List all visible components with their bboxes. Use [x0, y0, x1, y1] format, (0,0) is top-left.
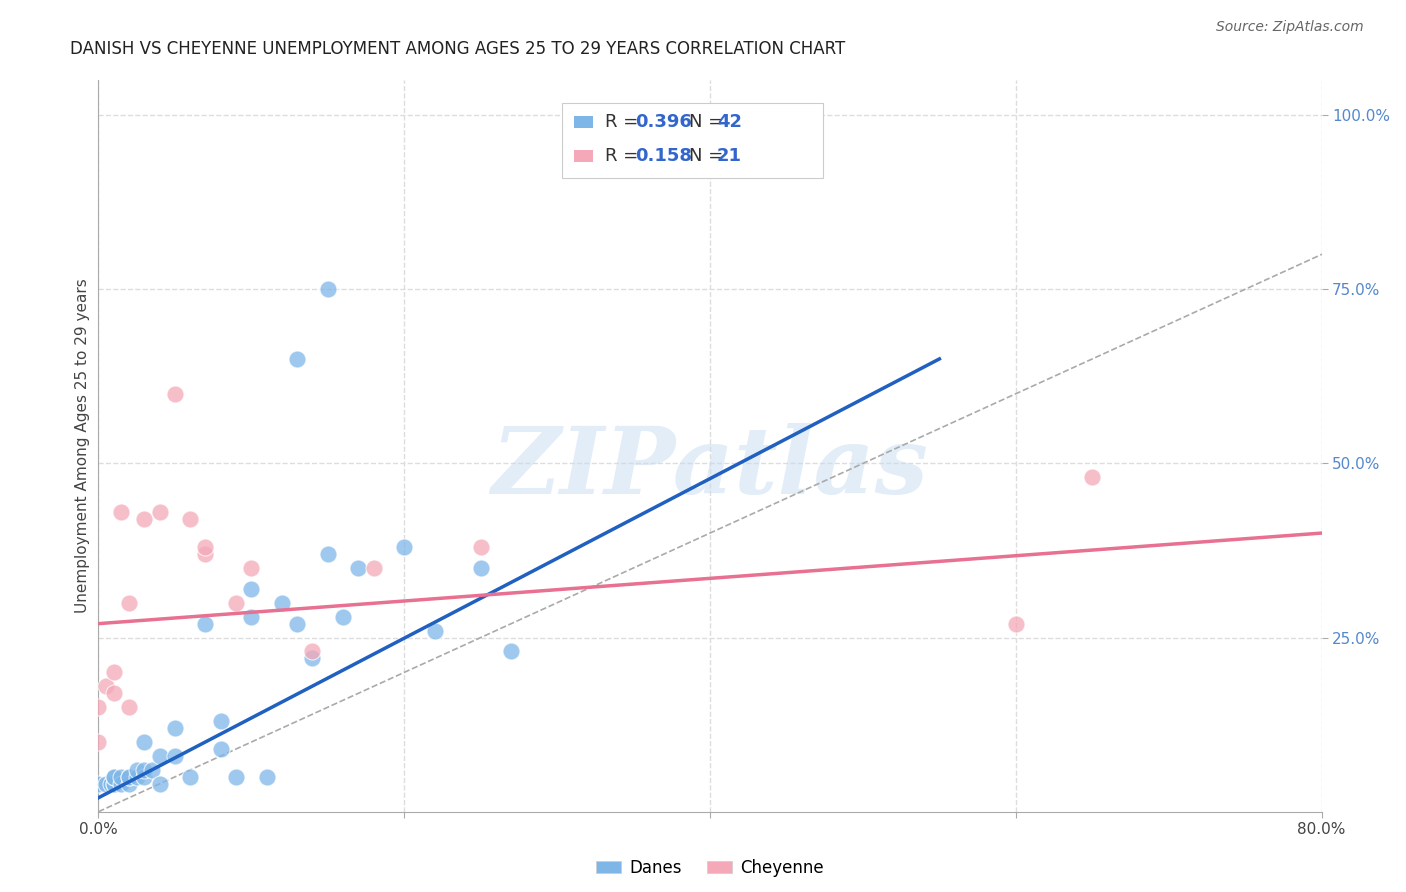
Point	[194, 616, 217, 631]
Point	[301, 651, 323, 665]
Text: DANISH VS CHEYENNE UNEMPLOYMENT AMONG AGES 25 TO 29 YEARS CORRELATION CHART: DANISH VS CHEYENNE UNEMPLOYMENT AMONG AG…	[70, 40, 845, 58]
Point	[141, 763, 163, 777]
Point	[240, 582, 263, 596]
Point	[347, 561, 370, 575]
Point	[163, 749, 186, 764]
Point	[194, 540, 217, 554]
Text: Source: ZipAtlas.com: Source: ZipAtlas.com	[1216, 20, 1364, 34]
Point	[125, 770, 148, 784]
Point	[301, 644, 323, 658]
Point	[87, 700, 110, 714]
Point	[179, 770, 201, 784]
Text: ZIPatlas: ZIPatlas	[492, 423, 928, 513]
Point	[103, 770, 125, 784]
Point	[163, 386, 186, 401]
Point	[256, 770, 278, 784]
Point	[316, 547, 339, 561]
Text: 21: 21	[717, 147, 742, 165]
Y-axis label: Unemployment Among Ages 25 to 29 years: Unemployment Among Ages 25 to 29 years	[75, 278, 90, 614]
Point	[103, 777, 125, 791]
Text: R =: R =	[605, 113, 644, 131]
Point	[149, 505, 172, 519]
Point	[110, 777, 132, 791]
Text: N =: N =	[689, 147, 728, 165]
Text: 42: 42	[717, 113, 742, 131]
Point	[134, 770, 156, 784]
Point	[285, 616, 308, 631]
Point	[285, 351, 308, 366]
Point	[87, 777, 110, 791]
Point	[125, 763, 148, 777]
Point	[103, 665, 125, 680]
Text: N =: N =	[689, 113, 728, 131]
Point	[179, 512, 201, 526]
Point	[270, 596, 292, 610]
Point	[118, 700, 141, 714]
Point	[103, 686, 125, 700]
Point	[1004, 616, 1026, 631]
Point	[163, 721, 186, 735]
Point	[209, 742, 232, 756]
Text: 0.396: 0.396	[636, 113, 692, 131]
Point	[240, 609, 263, 624]
Point	[149, 777, 172, 791]
Point	[134, 763, 156, 777]
Point	[118, 596, 141, 610]
Text: 0.158: 0.158	[636, 147, 693, 165]
Point	[316, 282, 339, 296]
Point	[103, 777, 125, 791]
Point	[87, 735, 110, 749]
Point	[149, 749, 172, 764]
Point	[110, 770, 132, 784]
Legend: Danes, Cheyenne: Danes, Cheyenne	[596, 858, 824, 877]
Point	[392, 540, 416, 554]
Point	[225, 596, 247, 610]
Point	[363, 561, 385, 575]
Point	[134, 512, 156, 526]
Point	[209, 714, 232, 728]
Point	[470, 540, 492, 554]
Point	[118, 770, 141, 784]
Point	[332, 609, 354, 624]
Point	[100, 777, 122, 791]
Point	[470, 561, 492, 575]
Point	[110, 505, 132, 519]
Point	[118, 777, 141, 791]
Point	[103, 770, 125, 784]
Point	[134, 735, 156, 749]
Text: R =: R =	[605, 147, 644, 165]
Point	[194, 547, 217, 561]
Point	[94, 777, 117, 791]
Point	[225, 770, 247, 784]
Point	[94, 679, 117, 693]
Point	[240, 561, 263, 575]
Point	[118, 770, 141, 784]
Point	[501, 644, 523, 658]
Point	[1081, 470, 1104, 484]
Point	[423, 624, 446, 638]
